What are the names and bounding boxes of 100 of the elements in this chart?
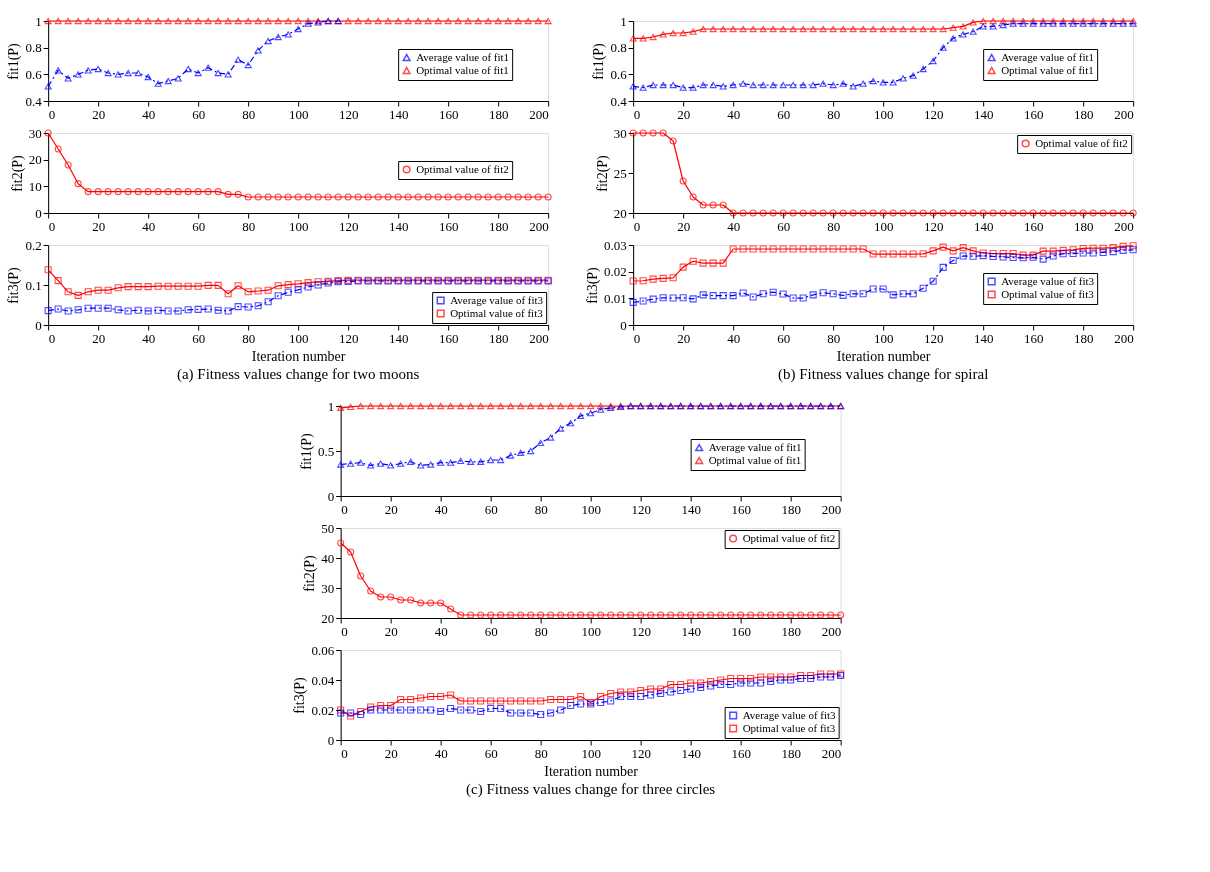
x-axis-title: Iteration number <box>251 348 346 364</box>
x-tick-label: 40 <box>434 623 448 639</box>
legend-label: Average value of fit3 <box>450 293 544 306</box>
legend-label: Optimal value of fit2 <box>742 531 836 544</box>
y-tick-label: 0 <box>327 488 335 504</box>
x-tick-label: 80 <box>242 106 256 122</box>
x-tick-label: 60 <box>192 218 206 234</box>
y-axis-title: fit1(P) <box>6 42 23 80</box>
x-tick-label: 100 <box>288 218 309 234</box>
y-axis-title: fit3(P) <box>584 266 601 304</box>
x-tick-label: 180 <box>488 218 509 234</box>
x-tick-label: 0 <box>48 106 56 122</box>
y-tick-label: 20 <box>28 152 42 168</box>
y-tick-label: 0.01 <box>603 290 627 306</box>
y-tick-label: 0.02 <box>311 702 335 718</box>
x-tick-label: 140 <box>388 106 409 122</box>
x-tick-label: 180 <box>781 501 801 517</box>
x-tick-label: 40 <box>142 106 156 122</box>
x-tick-label: 40 <box>434 745 448 761</box>
y-tick-label: 0 <box>35 205 42 221</box>
x-tick-label: 140 <box>681 623 701 639</box>
x-tick-label: 100 <box>873 106 894 122</box>
x-axis-title: Iteration number <box>544 763 639 779</box>
y-tick-label: 0.03 <box>603 237 627 253</box>
x-tick-label: 20 <box>677 106 691 122</box>
x-tick-label: 20 <box>677 330 691 346</box>
y-tick-label: 30 <box>613 125 627 141</box>
legend-label: Average value of fit1 <box>1001 50 1095 63</box>
text: (b) Fitness values change for spiral <box>777 366 989 383</box>
x-tick-label: 180 <box>488 330 509 346</box>
x-tick-label: 80 <box>827 106 841 122</box>
x-tick-label: 20 <box>677 218 691 234</box>
y-axis-title: fit2(P) <box>594 154 611 192</box>
x-tick-label: 100 <box>581 501 601 517</box>
x-tick-label: 200 <box>529 330 549 346</box>
x-tick-label: 160 <box>1023 106 1044 122</box>
x-tick-label: 140 <box>388 330 409 346</box>
x-tick-label: 20 <box>92 330 106 346</box>
x-tick-label: 120 <box>338 330 359 346</box>
y-tick-label: 1 <box>35 13 42 29</box>
legend-label: Average value of fit1 <box>708 440 802 453</box>
x-tick-label: 80 <box>827 218 841 234</box>
y-tick-label: 0.06 <box>311 642 335 658</box>
x-tick-label: 20 <box>92 218 106 234</box>
x-tick-label: 100 <box>581 745 601 761</box>
x-tick-label: 200 <box>529 218 549 234</box>
x-tick-label: 200 <box>821 745 842 761</box>
x-tick-label: 120 <box>338 218 359 234</box>
x-tick-label: 120 <box>923 106 944 122</box>
y-tick-label: 0.8 <box>25 40 42 56</box>
x-tick-label: 140 <box>681 501 701 517</box>
legend-label: Optimal value of fit3 <box>1001 287 1095 300</box>
x-tick-label: 80 <box>534 501 548 517</box>
y-axis-title: fit2(P) <box>9 154 26 192</box>
x-tick-label: 160 <box>438 218 459 234</box>
y-tick-label: 0.04 <box>311 672 335 688</box>
y-tick-label: 20 <box>321 610 335 626</box>
x-tick-label: 60 <box>777 218 791 234</box>
x-tick-label: 180 <box>488 106 509 122</box>
y-tick-label: 0.8 <box>610 40 627 56</box>
legend-label: Optimal value of fit1 <box>1001 63 1094 76</box>
x-axis-title: Iteration number <box>836 348 931 364</box>
x-tick-label: 80 <box>242 218 256 234</box>
legend-label: Average value of fit1 <box>416 50 510 63</box>
y-tick-label: 0.02 <box>603 264 627 280</box>
y-tick-label: 20 <box>613 205 627 221</box>
x-tick-label: 60 <box>777 330 791 346</box>
x-tick-label: 120 <box>923 218 944 234</box>
x-tick-label: 180 <box>1073 106 1094 122</box>
series-label: Optimal value of fit2 <box>416 162 509 175</box>
x-tick-label: 80 <box>534 745 548 761</box>
x-tick-label: 180 <box>781 745 801 761</box>
x-tick-label: 140 <box>973 218 994 234</box>
x-tick-label: 100 <box>873 330 894 346</box>
x-tick-label: 120 <box>923 330 944 346</box>
x-tick-label: 20 <box>92 106 106 122</box>
x-tick-label: 40 <box>727 106 741 122</box>
x-tick-label: 160 <box>731 501 751 517</box>
x-tick-label: 120 <box>338 106 359 122</box>
x-tick-label: 60 <box>484 745 498 761</box>
x-tick-label: 160 <box>438 330 459 346</box>
y-axis-title: fit1(P) <box>591 42 608 80</box>
x-tick-label: 200 <box>1114 106 1134 122</box>
x-tick-label: 0 <box>341 623 348 639</box>
y-axis-title: fit3(P) <box>6 266 23 304</box>
y-tick-label: 0.6 <box>610 66 628 82</box>
x-tick-label: 80 <box>827 330 841 346</box>
x-tick-label: 140 <box>388 218 409 234</box>
legend-label: Optimal value of fit3 <box>450 306 544 319</box>
x-tick-label: 60 <box>192 330 206 346</box>
x-tick-label: 200 <box>821 501 842 517</box>
x-tick-label: 40 <box>727 218 741 234</box>
y-tick-label: 10 <box>28 178 42 194</box>
text: (a) Fitness values change for two moons <box>176 366 420 383</box>
x-tick-label: 160 <box>731 623 751 639</box>
x-tick-label: 40 <box>142 330 156 346</box>
legend-label: Average value of fit3 <box>742 708 837 721</box>
y-tick-label: 25 <box>613 165 627 181</box>
x-tick-label: 180 <box>781 623 801 639</box>
y-axis-title: fit1(P) <box>298 432 315 470</box>
